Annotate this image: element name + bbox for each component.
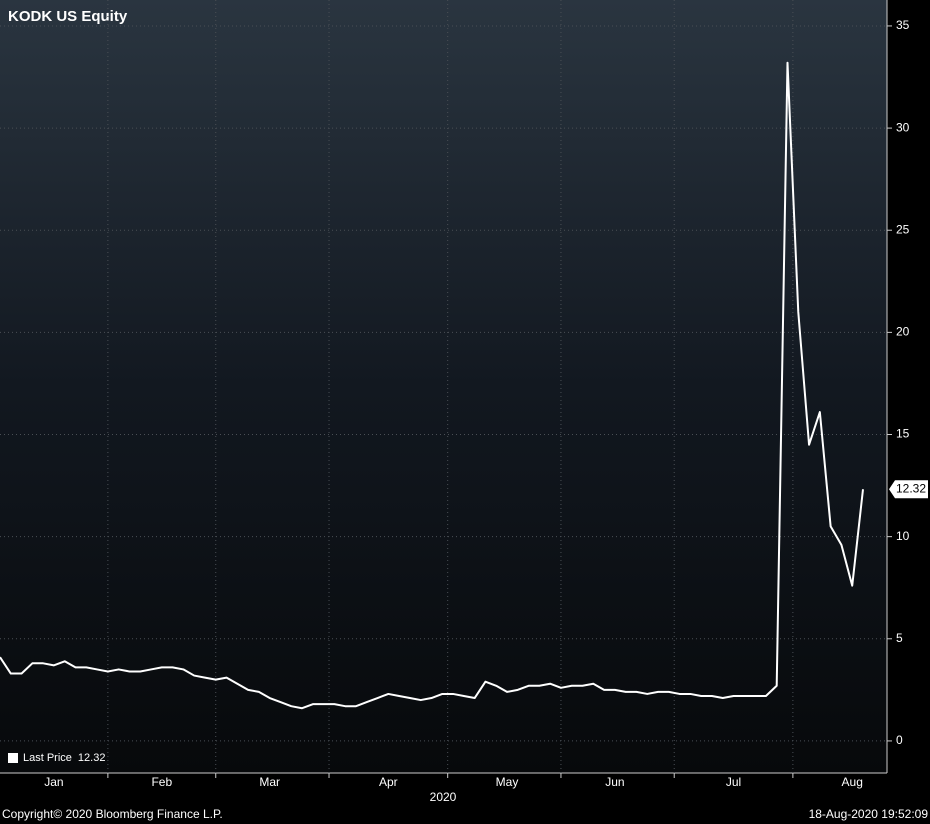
y-tick-label: 30 (896, 120, 910, 134)
legend: Last Price 12.32 (8, 752, 105, 764)
y-tick-label: 10 (896, 529, 910, 543)
price-line (0, 61, 864, 710)
x-tick-label: May (496, 775, 519, 789)
x-tick-label: Jul (726, 775, 741, 789)
copyright: Copyright© 2020 Bloomberg Finance L.P. (2, 807, 223, 821)
x-tick-label: Aug (842, 775, 863, 789)
y-tick-label: 0 (896, 733, 903, 747)
y-tick-label: 35 (896, 18, 910, 32)
y-tick-label: 15 (896, 427, 910, 441)
x-tick-label: Feb (151, 775, 172, 789)
x-axis-label: 2020 (430, 790, 457, 804)
x-tick-label: Mar (259, 775, 280, 789)
y-tick-label: 5 (896, 631, 903, 645)
x-tick-label: Jan (44, 775, 63, 789)
last-price-tag (889, 480, 928, 499)
legend-value: 12.32 (78, 752, 106, 764)
x-tick-label: Apr (379, 775, 398, 789)
x-tick-label: Jun (605, 775, 624, 789)
chart-title: KODK US Equity (8, 8, 128, 25)
legend-swatch (8, 753, 18, 763)
last-price-label: 12.32 (896, 481, 926, 495)
timestamp: 18-Aug-2020 19:52:09 (809, 807, 929, 821)
plot-area (0, 0, 887, 773)
y-tick-label: 20 (896, 325, 910, 339)
y-tick-label: 25 (896, 222, 910, 236)
legend-label: Last Price (23, 752, 72, 764)
